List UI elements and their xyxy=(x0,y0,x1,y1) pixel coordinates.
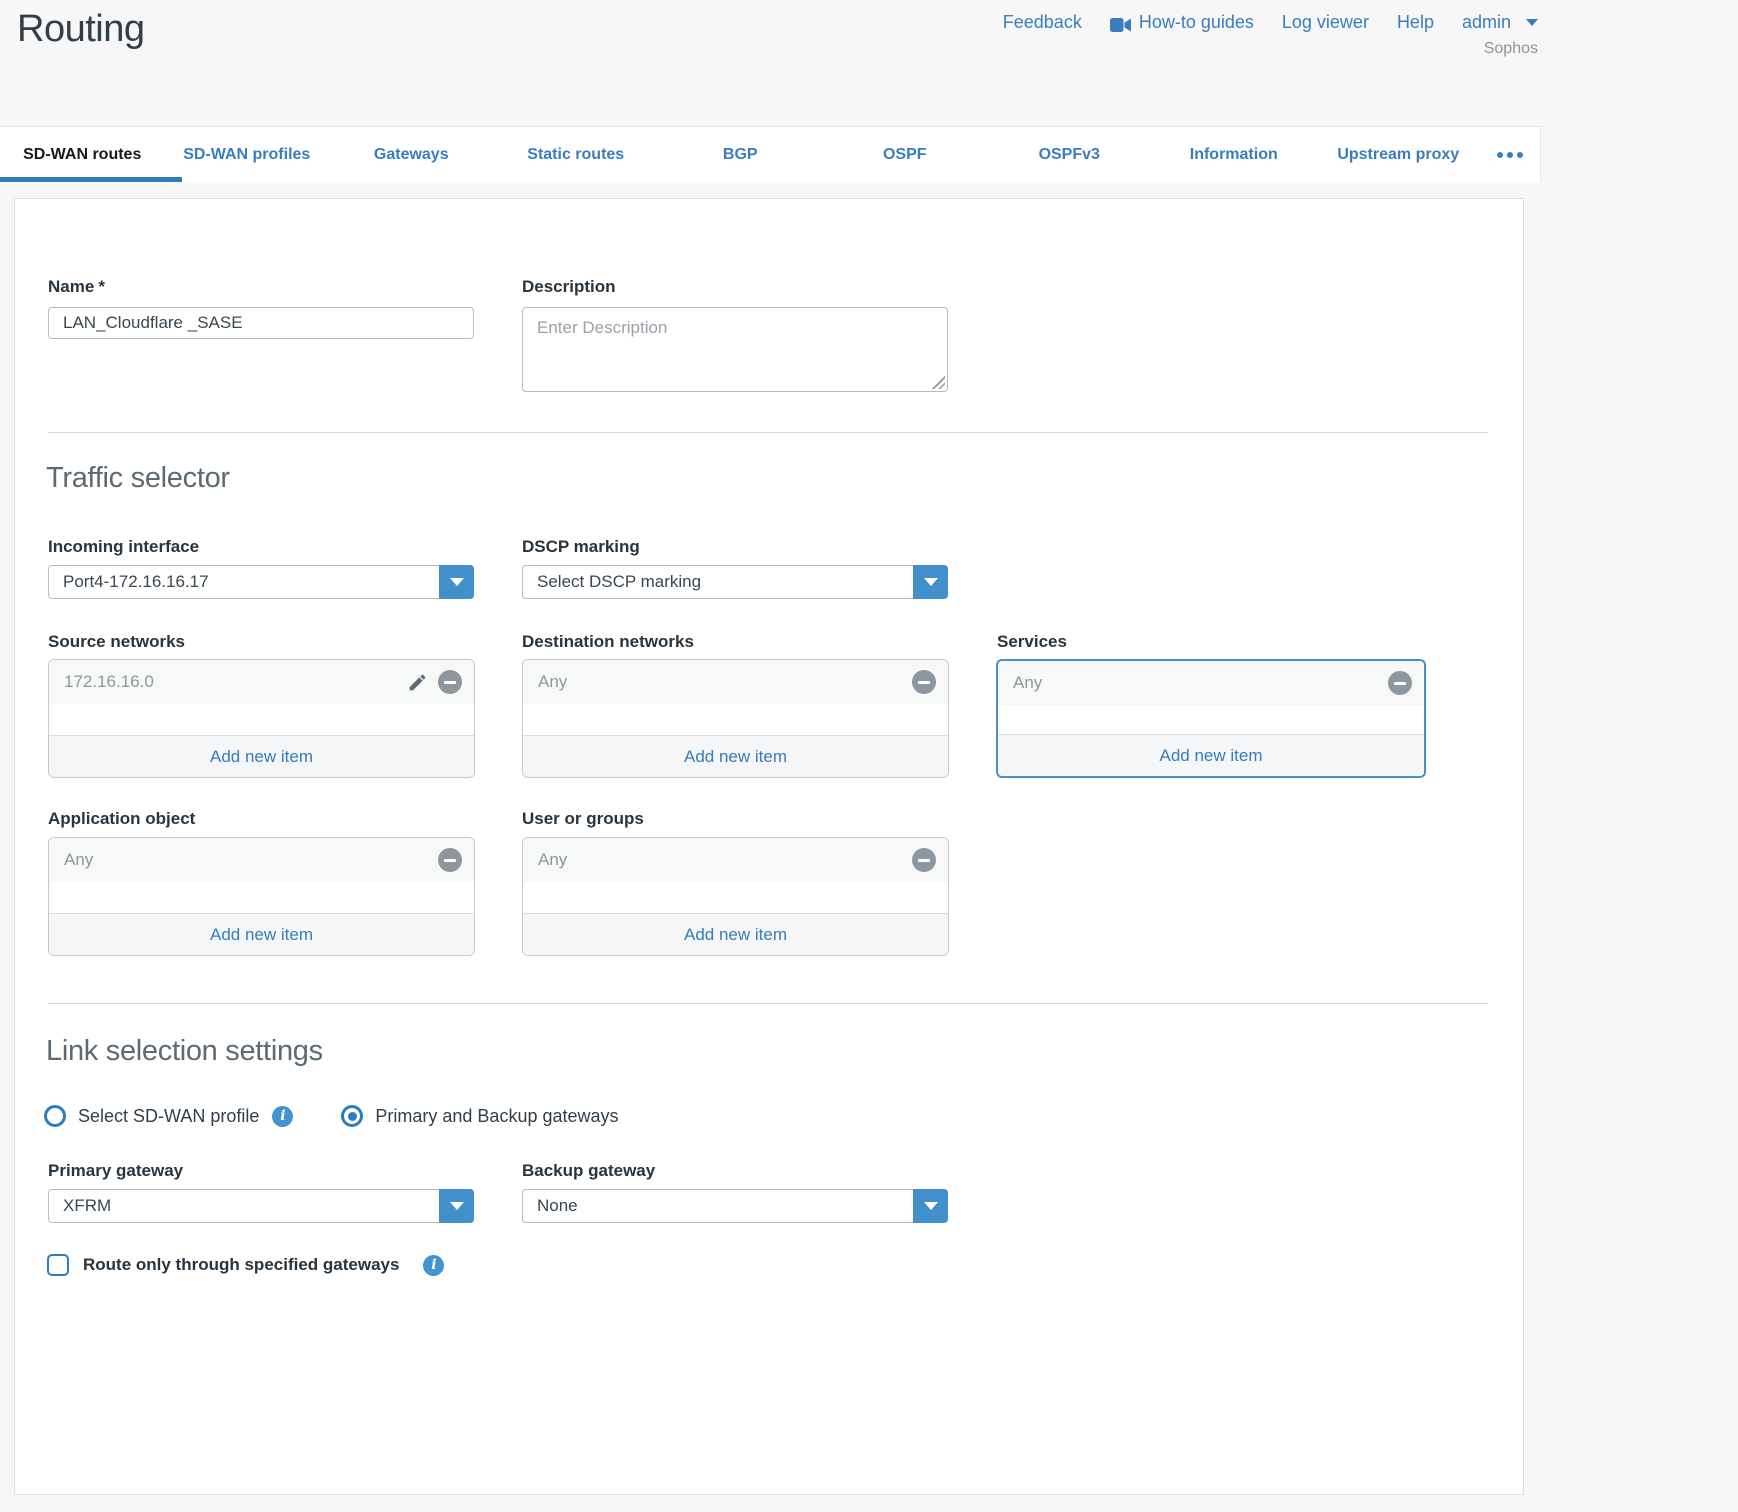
route-only-row: Route only through specified gateways i xyxy=(47,1254,445,1276)
primary-gateway-label: Primary gateway xyxy=(48,1161,184,1180)
caret-down-icon[interactable] xyxy=(439,1189,474,1223)
route-only-checkbox[interactable] xyxy=(47,1254,69,1276)
minus-circle-icon[interactable] xyxy=(1388,671,1412,695)
add-new-item-button[interactable]: Add new item xyxy=(49,913,474,955)
incoming-interface-label: Incoming interface xyxy=(48,537,200,556)
backup-gateway-label: Backup gateway xyxy=(522,1161,656,1180)
minus-circle-icon[interactable] xyxy=(912,670,936,694)
link-selection-heading: Link selection settings xyxy=(46,1035,323,1067)
info-icon[interactable]: i xyxy=(272,1105,294,1127)
how-to-guides-label: How-to guides xyxy=(1138,12,1254,32)
list-item: Any xyxy=(523,838,948,882)
pencil-icon[interactable] xyxy=(407,672,428,693)
user-menu[interactable]: admin xyxy=(1462,12,1538,33)
user-menu-label: admin xyxy=(1461,12,1511,32)
list-item: Any xyxy=(49,838,474,882)
primary-backup-radio-label: Primary and Backup gateways xyxy=(375,1105,619,1126)
traffic-selector-heading: Traffic selector xyxy=(46,462,230,494)
dscp-marking-label: DSCP marking xyxy=(522,537,640,556)
ellipsis-icon[interactable] xyxy=(1481,127,1539,182)
log-viewer-link[interactable]: Log viewer xyxy=(1282,12,1369,33)
application-object-label: Application object xyxy=(48,809,196,828)
caret-down-icon[interactable] xyxy=(439,565,474,599)
info-icon[interactable]: i xyxy=(423,1254,445,1276)
add-new-item-button[interactable]: Add new item xyxy=(998,734,1424,776)
tab-gateways[interactable]: Gateways xyxy=(373,145,449,163)
minus-circle-icon[interactable] xyxy=(912,848,936,872)
incoming-interface-value: Port4-172.16.16.17 xyxy=(63,572,209,591)
tab-ospf[interactable]: OSPF xyxy=(882,145,927,163)
tab-sdwan-profiles[interactable]: SD-WAN profiles xyxy=(183,145,311,163)
user-or-groups-box: Any Add new item xyxy=(522,837,949,956)
section-divider xyxy=(48,432,1488,433)
minus-circle-icon[interactable] xyxy=(438,670,462,694)
add-new-item-button[interactable]: Add new item xyxy=(49,735,474,777)
application-object-value: Any xyxy=(64,850,94,869)
tab-static-routes[interactable]: Static routes xyxy=(527,145,625,163)
route-only-label: Route only through specified gateways xyxy=(83,1255,400,1274)
page-title: Routing xyxy=(17,8,145,50)
description-label: Description xyxy=(522,277,616,296)
caret-down-icon[interactable] xyxy=(913,1189,948,1223)
name-label: Name * xyxy=(48,277,105,297)
name-label-text: Name xyxy=(48,277,95,296)
service-value: Any xyxy=(1013,673,1043,692)
backup-gateway-value: None xyxy=(537,1196,578,1215)
caret-down-icon[interactable] xyxy=(913,565,948,599)
dscp-marking-dropdown[interactable]: Select DSCP marking xyxy=(522,565,948,599)
link-selection-radios: Select SD-WAN profile i Primary and Back… xyxy=(44,1105,619,1127)
incoming-interface-dropdown[interactable]: Port4-172.16.16.17 xyxy=(48,565,474,599)
list-item: 172.16.16.0 xyxy=(49,660,474,704)
chevron-down-icon xyxy=(1526,19,1538,26)
section-divider xyxy=(48,1003,1488,1004)
services-box: Any Add new item xyxy=(996,659,1426,778)
list-item: Any xyxy=(998,661,1424,705)
name-input[interactable] xyxy=(48,307,474,339)
description-field-wrap xyxy=(522,307,948,392)
tab-upstream-proxy[interactable]: Upstream proxy xyxy=(1337,145,1460,163)
minus-circle-icon[interactable] xyxy=(438,848,462,872)
list-item: Any xyxy=(523,660,948,704)
tab-ospfv3[interactable]: OSPFv3 xyxy=(1038,145,1100,163)
video-camera-icon xyxy=(1109,16,1131,32)
add-new-item-button[interactable]: Add new item xyxy=(523,735,948,777)
tab-bar: SD-WAN routes SD-WAN profiles Gateways S… xyxy=(0,126,1541,182)
destination-network-value: Any xyxy=(538,672,568,691)
source-networks-label: Source networks xyxy=(48,632,185,651)
services-label: Services xyxy=(997,632,1067,651)
sdwan-profile-radio[interactable] xyxy=(44,1105,66,1127)
help-label: Help xyxy=(1396,12,1434,32)
feedback-link[interactable]: Feedback xyxy=(1003,12,1082,33)
brand-label: Sophos xyxy=(1483,40,1538,57)
user-or-groups-value: Any xyxy=(538,850,568,869)
dscp-marking-value: Select DSCP marking xyxy=(537,572,702,591)
tab-sdwan-routes[interactable]: SD-WAN routes xyxy=(0,127,181,182)
sdwan-profile-radio-label: Select SD-WAN profile xyxy=(78,1105,260,1126)
tab-bgp[interactable]: BGP xyxy=(722,145,758,163)
how-to-guides-link[interactable]: How-to guides xyxy=(1109,12,1254,33)
source-network-value: 172.16.16.0 xyxy=(64,672,154,691)
add-new-item-button[interactable]: Add new item xyxy=(523,913,948,955)
log-viewer-label: Log viewer xyxy=(1281,12,1369,32)
primary-gateway-value: XFRM xyxy=(63,1196,112,1215)
primary-backup-radio[interactable] xyxy=(341,1105,364,1127)
user-or-groups-label: User or groups xyxy=(522,809,644,828)
destination-networks-label: Destination networks xyxy=(522,632,694,651)
required-mark: * xyxy=(98,277,105,296)
top-nav: Feedback How-to guides Log viewer Help a… xyxy=(1003,12,1538,58)
tab-information[interactable]: Information xyxy=(1189,145,1278,163)
backup-gateway-dropdown[interactable]: None xyxy=(522,1189,948,1223)
application-object-box: Any Add new item xyxy=(48,837,475,956)
feedback-label: Feedback xyxy=(1002,12,1082,32)
primary-gateway-dropdown[interactable]: XFRM xyxy=(48,1189,474,1223)
destination-networks-box: Any Add new item xyxy=(522,659,949,778)
help-link[interactable]: Help xyxy=(1397,12,1434,33)
source-networks-box: 172.16.16.0 Add new item xyxy=(48,659,475,778)
description-textarea[interactable] xyxy=(522,307,948,392)
